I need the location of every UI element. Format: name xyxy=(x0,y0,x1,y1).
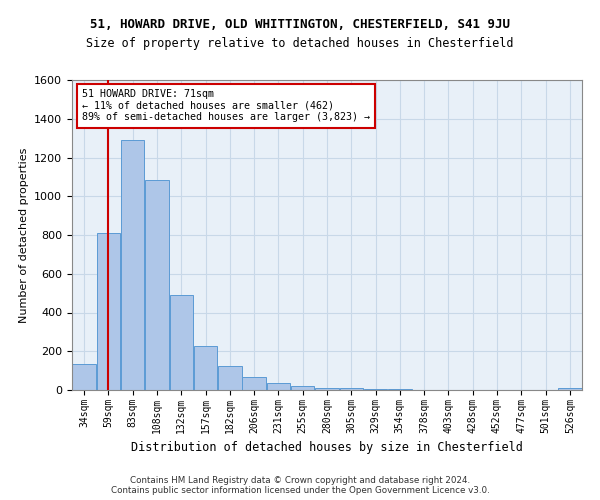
Bar xyxy=(170,295,193,390)
Bar xyxy=(315,388,339,390)
Bar xyxy=(558,388,581,390)
Bar xyxy=(145,180,169,390)
Bar xyxy=(121,140,145,390)
Text: 51 HOWARD DRIVE: 71sqm
← 11% of detached houses are smaller (462)
89% of semi-de: 51 HOWARD DRIVE: 71sqm ← 11% of detached… xyxy=(82,90,370,122)
Y-axis label: Number of detached properties: Number of detached properties xyxy=(19,148,29,322)
Bar xyxy=(340,388,363,390)
Bar xyxy=(388,389,412,390)
Bar xyxy=(291,386,314,390)
Bar xyxy=(266,382,290,390)
Text: Contains HM Land Registry data © Crown copyright and database right 2024.
Contai: Contains HM Land Registry data © Crown c… xyxy=(110,476,490,495)
Bar xyxy=(364,389,388,390)
Text: 51, HOWARD DRIVE, OLD WHITTINGTON, CHESTERFIELD, S41 9JU: 51, HOWARD DRIVE, OLD WHITTINGTON, CHEST… xyxy=(90,18,510,30)
Bar xyxy=(242,377,266,390)
Bar xyxy=(218,366,242,390)
Text: Size of property relative to detached houses in Chesterfield: Size of property relative to detached ho… xyxy=(86,38,514,51)
Bar xyxy=(73,364,96,390)
X-axis label: Distribution of detached houses by size in Chesterfield: Distribution of detached houses by size … xyxy=(131,441,523,454)
Bar xyxy=(194,346,217,390)
Bar xyxy=(97,234,120,390)
